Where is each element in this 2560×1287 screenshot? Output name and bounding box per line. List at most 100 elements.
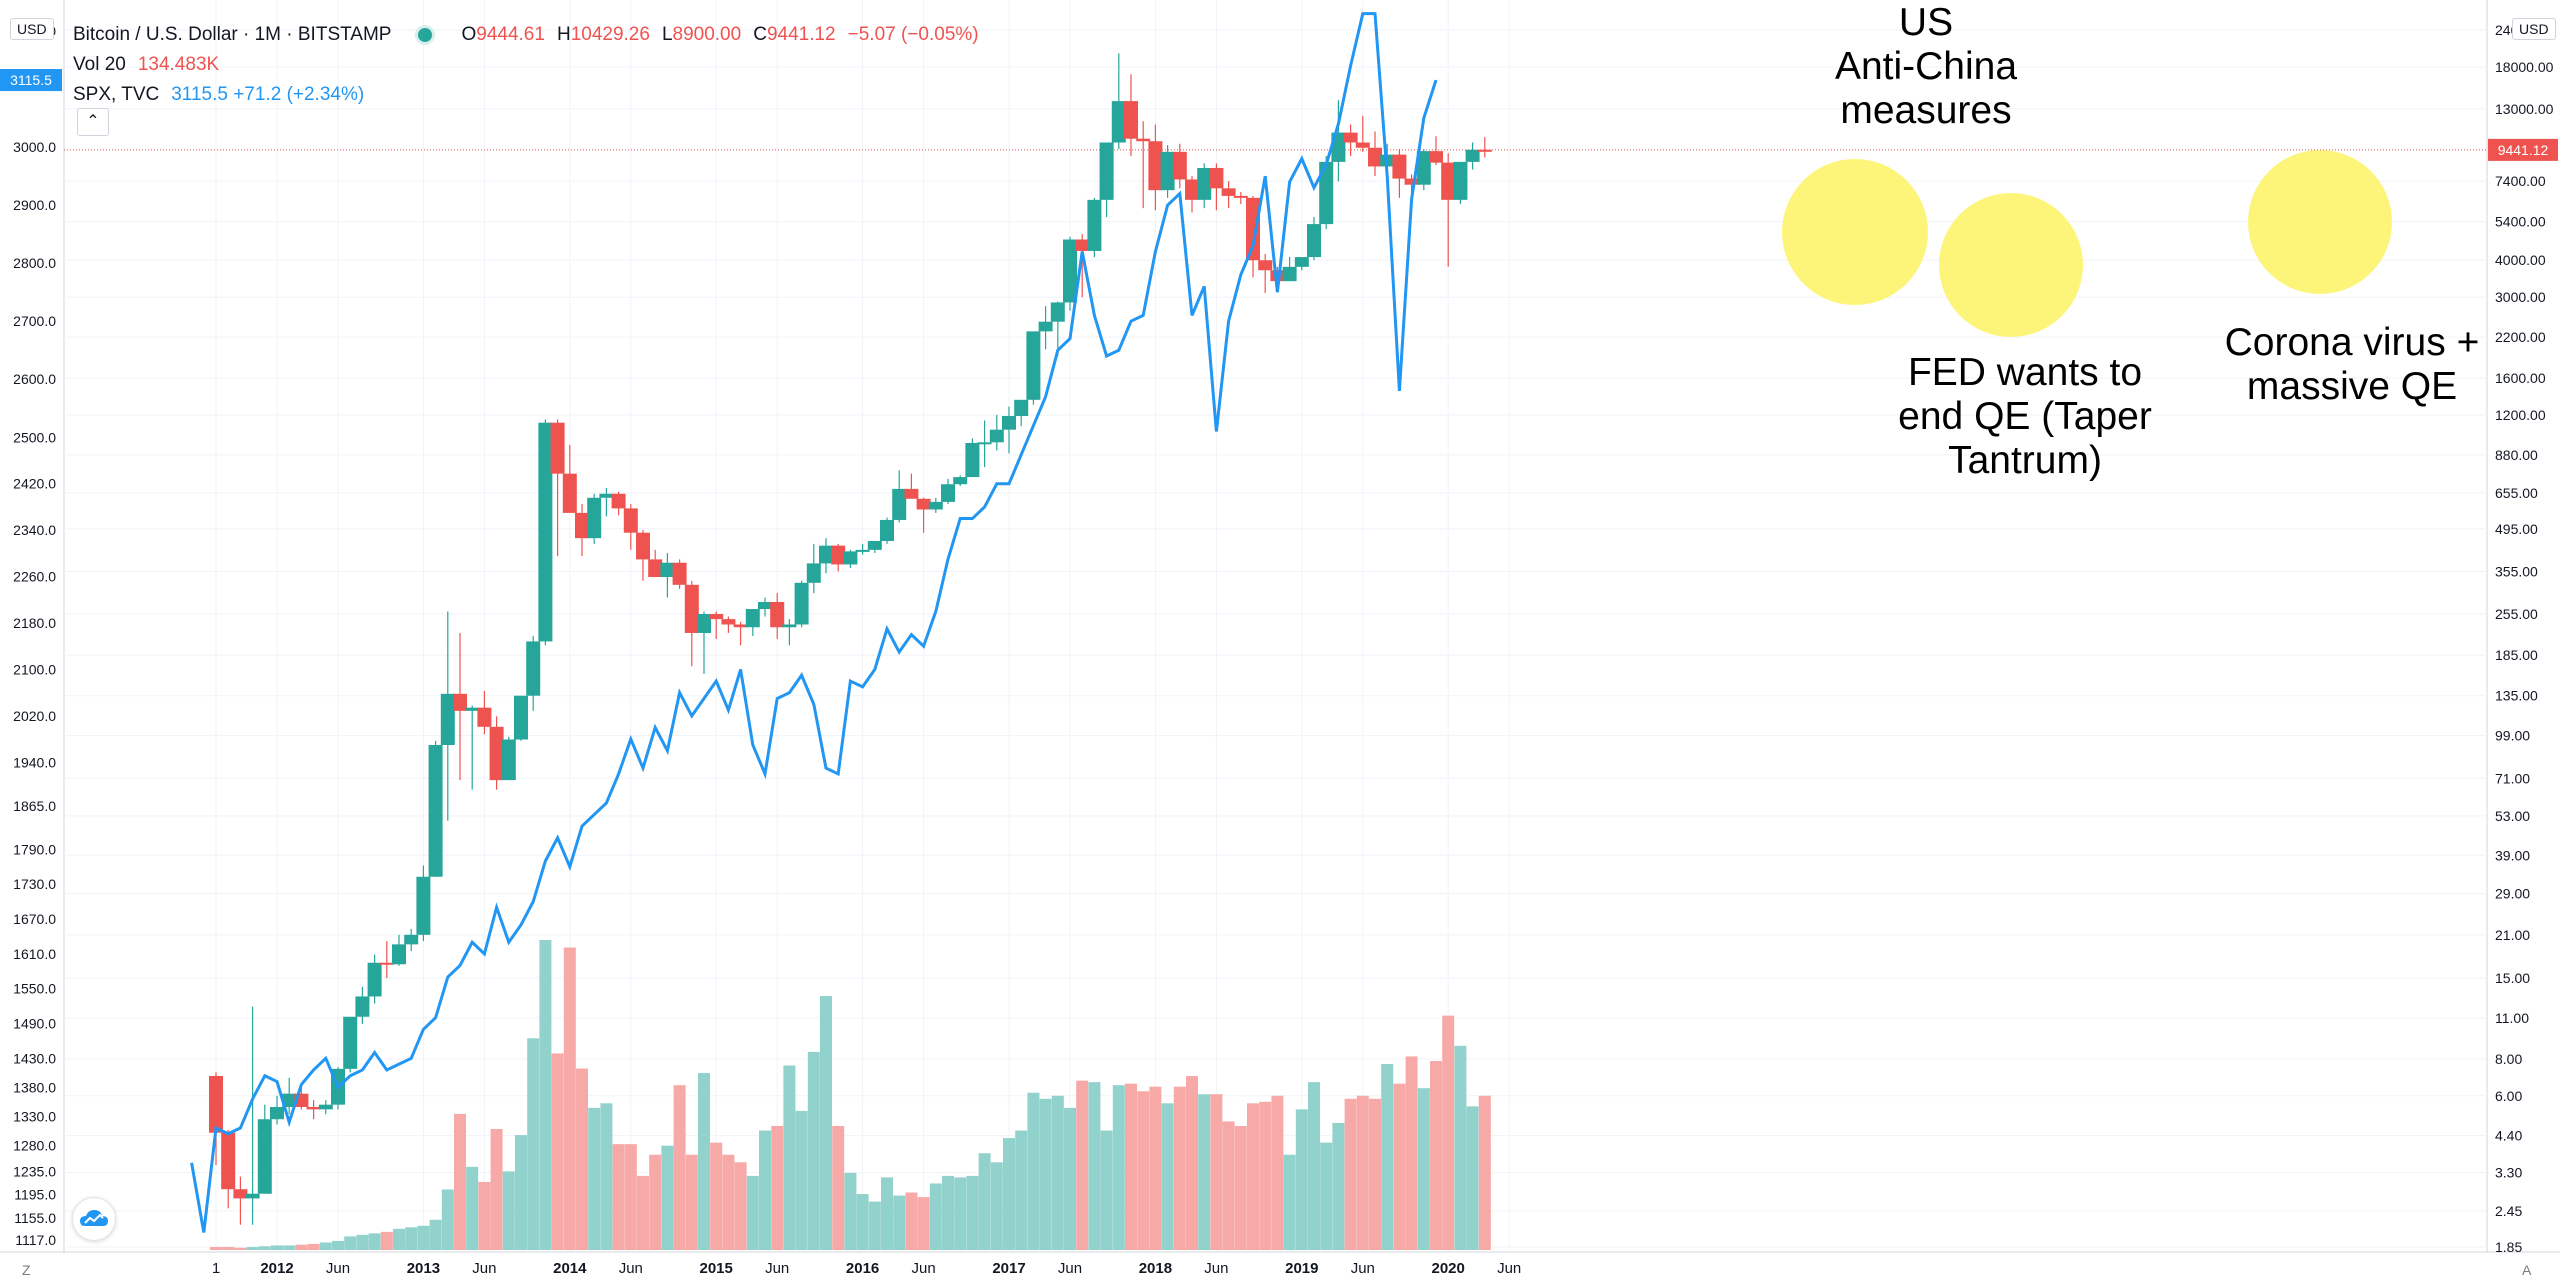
candle-body	[550, 422, 565, 474]
volume-bar	[1247, 1103, 1259, 1250]
candle-body	[1307, 224, 1321, 258]
right-scale-currency[interactable]: USD	[2512, 18, 2556, 40]
candle-body	[209, 1075, 223, 1133]
high-value: 10429.26	[570, 24, 650, 45]
right-tick-label: 255.00	[2495, 606, 2538, 622]
volume-bar	[429, 1219, 442, 1250]
cloud-glyph	[80, 1210, 108, 1226]
candle-body	[306, 1106, 321, 1110]
volume-bar	[1478, 1095, 1491, 1250]
left-tick-label: 1117.0	[15, 1232, 56, 1248]
annotation-line: massive QE	[2247, 365, 2457, 408]
candle-body	[1368, 147, 1382, 167]
candle-body	[1075, 239, 1090, 251]
candle-body	[1355, 142, 1370, 148]
volume-bar	[1259, 1101, 1272, 1250]
left-tick-label: 1380.0	[13, 1079, 56, 1095]
x-tick-label: 2015	[700, 1260, 733, 1277]
right-tick-label: 7400.00	[2495, 173, 2546, 189]
volume-bar	[978, 1153, 991, 1250]
volume-bar	[685, 1154, 698, 1250]
x-tick-label: 2013	[407, 1260, 440, 1277]
candle-body	[1392, 154, 1407, 179]
high-label: H	[556, 24, 571, 45]
left-tick-label: 2600.0	[13, 371, 56, 387]
candle-body	[782, 624, 797, 628]
left-corner-toggle[interactable]: Z	[22, 1262, 31, 1278]
candle-body	[623, 508, 638, 533]
candle-body	[1209, 168, 1224, 189]
candle-body	[270, 1106, 284, 1120]
candle-body	[1453, 161, 1468, 200]
volume-bar	[1222, 1121, 1235, 1250]
volume-bar	[1186, 1076, 1198, 1250]
auto-scale-toggle[interactable]: A	[2522, 1262, 2532, 1278]
left-tick-label: 1550.0	[13, 981, 56, 997]
volume-bar	[478, 1181, 491, 1250]
volume-row: Vol 20 134.483K	[73, 50, 991, 80]
left-scale-currency[interactable]: USD	[10, 18, 54, 40]
candle-body	[831, 545, 846, 565]
spx-label[interactable]: SPX, TVC	[73, 84, 160, 105]
candle-body	[1124, 101, 1138, 139]
volume-bar	[319, 1242, 332, 1250]
volume-series	[210, 940, 1491, 1250]
volume-bar	[1051, 1095, 1064, 1250]
spx-line	[190, 12, 1438, 1233]
candle-body	[465, 707, 480, 711]
x-tick-label: Jun	[326, 1260, 350, 1277]
candle-body	[1429, 151, 1443, 163]
candle-body	[1063, 239, 1077, 303]
volume-bar	[1003, 1138, 1015, 1250]
volume-bar	[807, 1051, 820, 1250]
candle-body	[855, 549, 870, 552]
left-tick-label: 1235.0	[13, 1164, 56, 1180]
right-tick-label: 655.00	[2495, 485, 2538, 501]
candle-body	[867, 540, 882, 550]
volume-bar	[612, 1144, 625, 1250]
x-tick-label: 2020	[1432, 1260, 1465, 1277]
candle-body	[538, 422, 553, 642]
x-axis: 1 2012 Jun 2013 Jun 2014 Jun 2015 Jun 2016 Jun 2017…	[212, 1260, 1521, 1277]
volume-bar	[1430, 1060, 1442, 1250]
volume-bar	[380, 1231, 393, 1250]
right-tick-label: 6.00	[2495, 1088, 2522, 1104]
candle-body	[416, 876, 431, 935]
volume-bar	[1442, 1015, 1455, 1250]
candle-body	[440, 693, 455, 745]
volume-bar	[856, 1194, 869, 1250]
candle-body	[648, 559, 663, 578]
change-value: −5.07 (−0.05%)	[847, 24, 979, 45]
x-tick-label: Jun	[1058, 1260, 1082, 1277]
spx-price-tag: 3115.5	[10, 72, 52, 88]
candle-body	[1099, 142, 1114, 200]
candle-body	[318, 1104, 333, 1110]
volume-bar	[990, 1162, 1003, 1250]
left-tick-label: 3000.0	[13, 139, 56, 155]
candle-body	[355, 996, 370, 1017]
left-tick-label: 1330.0	[13, 1108, 56, 1124]
tradingview-cloud-icon[interactable]	[72, 1197, 116, 1241]
volume-bar	[551, 1053, 564, 1250]
symbol-title[interactable]: Bitcoin / U.S. Dollar · 1M · BITSTAMP	[73, 24, 392, 45]
right-tick-label: 4000.00	[2495, 252, 2546, 268]
volume-bar	[234, 1247, 247, 1250]
annotation-text: Corona virus +massive QE	[2225, 321, 2480, 408]
volume-label[interactable]: Vol 20	[73, 54, 126, 75]
collapse-legend-button[interactable]: ⌃	[77, 108, 109, 136]
x-tick-label: 2016	[846, 1260, 879, 1277]
candle-body	[282, 1093, 297, 1107]
candle-body	[977, 442, 992, 445]
candle-body	[245, 1193, 260, 1199]
volume-bar	[515, 1135, 527, 1250]
volume-bar	[795, 1110, 808, 1250]
volume-bar	[210, 1246, 222, 1250]
volume-bar	[283, 1245, 296, 1250]
right-tick-label: 4.40	[2495, 1128, 2522, 1144]
grid-lines	[64, 0, 2487, 1252]
volume-bar	[1344, 1098, 1357, 1250]
candle-body	[514, 695, 528, 740]
candle-body	[367, 962, 382, 997]
